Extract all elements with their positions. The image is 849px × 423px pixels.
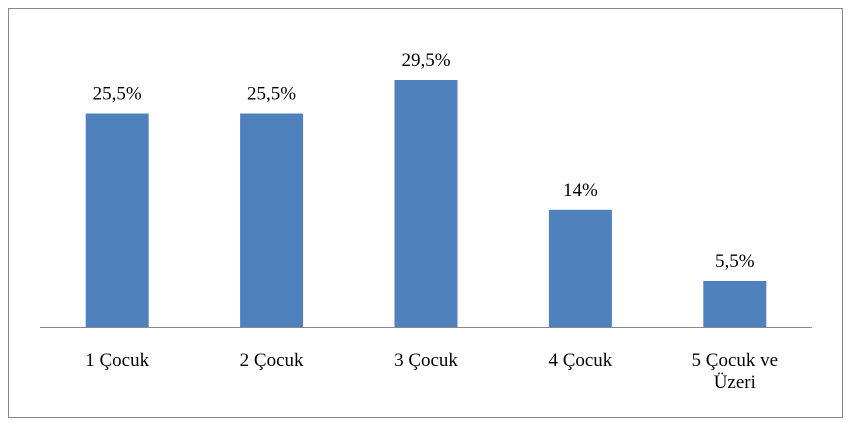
data-label: 25,5% xyxy=(247,83,296,104)
bar xyxy=(240,113,304,328)
data-label: 5,5% xyxy=(715,251,755,272)
data-label: 29,5% xyxy=(401,50,450,71)
data-label: 25,5% xyxy=(93,83,142,104)
bar xyxy=(548,209,612,327)
data-label: 14% xyxy=(563,180,598,201)
x-tick-label: 3 Çocuk xyxy=(394,350,458,371)
bar xyxy=(394,80,458,327)
x-tick-label: 2 Çocuk xyxy=(239,350,304,371)
x-tick-label: 5 Çocuk ve Üzeri xyxy=(691,350,779,393)
x-tick-label: 4 Çocuk xyxy=(548,350,613,371)
x-tick-label: 1 Çocuk xyxy=(85,350,150,371)
bar xyxy=(703,280,767,327)
bar xyxy=(85,113,149,328)
